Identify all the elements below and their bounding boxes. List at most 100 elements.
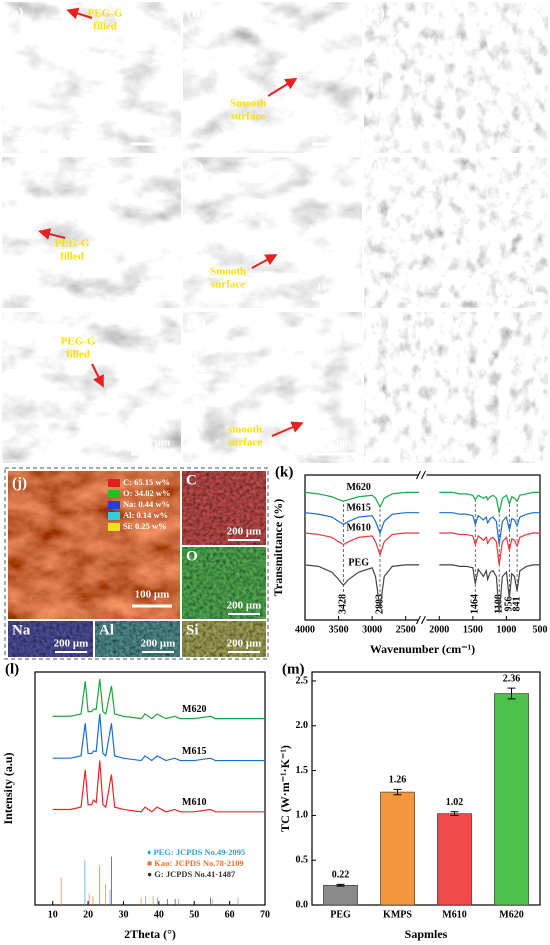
plot-frame xyxy=(34,671,266,906)
series-line xyxy=(304,532,540,565)
panel-label: (k) xyxy=(275,464,293,480)
value-label: 1.02 xyxy=(446,797,464,808)
legend-text: C: 65.15 w% xyxy=(123,477,170,487)
series-label: M615 xyxy=(346,502,370,513)
legend-text: ■ Kao: JCPDS No.78-2109 xyxy=(147,858,244,868)
peak-label: 1464 xyxy=(470,594,481,614)
scale-label: 200 μm xyxy=(227,526,262,538)
series-line xyxy=(52,713,265,762)
x-tick-label: 1500 xyxy=(463,624,483,635)
x-tick-label: 30 xyxy=(118,909,128,920)
x-tick-label: 40 xyxy=(154,909,164,920)
legend-text: Al: 0.14 w% xyxy=(123,510,168,520)
value-label: 1.26 xyxy=(389,775,407,786)
panel-label: (j) xyxy=(12,475,27,491)
panel-label: (e) xyxy=(187,160,204,176)
element-map xyxy=(182,471,266,545)
element-label: O xyxy=(186,548,198,564)
x-tick-label: 4000 xyxy=(295,624,315,635)
scale-label: 200 μm xyxy=(227,638,262,650)
annotation: surface xyxy=(211,279,245,291)
x-tick-label: 20 xyxy=(83,909,93,920)
series-line xyxy=(304,564,540,613)
axis-break xyxy=(416,470,421,625)
x-tick-label: KMPS xyxy=(383,909,412,920)
y-tick-label: 1.5 xyxy=(296,765,309,776)
x-tick-label: M610 xyxy=(442,909,466,920)
panel-label: (c) xyxy=(368,5,385,21)
element-label: Si xyxy=(186,622,199,638)
x-tick-label: 500 xyxy=(533,624,548,635)
scale-label: 200 μm xyxy=(141,638,176,650)
axis-break xyxy=(421,470,426,625)
legend-text: Si: 0.25 w% xyxy=(123,521,167,531)
panel-label: (h) xyxy=(187,315,205,331)
x-tick-label: 50 xyxy=(189,909,199,920)
x-axis-title: 2Theta (°) xyxy=(124,927,176,941)
legend-swatch xyxy=(108,490,120,498)
x-tick-label: 10 xyxy=(48,909,58,920)
series-line xyxy=(52,678,265,720)
scale-label: 100 μm xyxy=(317,282,352,294)
peak-label: 3428 xyxy=(338,594,349,614)
arrow xyxy=(267,77,298,97)
arrow xyxy=(251,254,278,269)
panel-label: (d) xyxy=(6,160,24,176)
annotation: filled xyxy=(66,349,90,361)
arrow xyxy=(38,228,66,240)
eds-frame xyxy=(4,467,269,660)
series-line xyxy=(52,760,265,813)
panel-label: (l) xyxy=(5,661,19,677)
bar xyxy=(380,791,415,906)
x-tick-label: 3500 xyxy=(329,624,349,635)
legend-swatch xyxy=(108,523,120,531)
y-tick-label: 0.5 xyxy=(296,854,309,865)
annotation: Smooth xyxy=(210,266,246,278)
x-tick-label: 2500 xyxy=(396,624,416,635)
sem-image xyxy=(2,157,181,308)
scale-label: 100 μm xyxy=(317,437,352,449)
panel-label: (g) xyxy=(6,315,24,331)
legend-text: ● G: JCPDS No.41-1487 xyxy=(147,869,236,879)
element-label: C xyxy=(186,472,197,488)
annotation: filled xyxy=(93,21,117,33)
x-tick-label: 3000 xyxy=(362,624,382,635)
x-tick-label: 60 xyxy=(225,909,235,920)
peak-label: 841 xyxy=(511,597,522,612)
sem-image xyxy=(183,312,362,463)
x-tick-label: M620 xyxy=(499,909,523,920)
legend-swatch xyxy=(108,501,120,509)
x-tick-label: PEG xyxy=(330,909,351,920)
peak-label: 956 xyxy=(504,597,515,612)
y-axis-title: Intensity (a.u) xyxy=(1,752,15,824)
series-line xyxy=(304,491,540,513)
error-bar xyxy=(393,788,402,796)
annotation: Smooth xyxy=(230,98,266,110)
sem-image xyxy=(2,312,181,463)
sem-image xyxy=(183,157,362,308)
panel-label: (m) xyxy=(282,661,305,677)
scale-label: 20 μm xyxy=(505,282,534,294)
element-label: Al xyxy=(99,622,114,638)
series-label: M620 xyxy=(182,704,206,715)
error-bar xyxy=(507,687,516,700)
legend-swatch xyxy=(108,479,120,487)
panel-label: (a) xyxy=(6,5,24,21)
scale-label: 200 μm xyxy=(54,638,89,650)
annotation: surface xyxy=(228,437,262,449)
x-tick-label: 2000 xyxy=(429,624,449,635)
y-axis-title: Transmittance (%) xyxy=(271,499,285,596)
value-label: 0.22 xyxy=(332,870,350,881)
y-tick-label: 2.0 xyxy=(296,720,309,731)
scale-label: 200 μm xyxy=(227,600,262,612)
legend-text: O: 34.02 w% xyxy=(123,488,170,498)
annotation: smooth xyxy=(228,424,262,436)
legend-text: Na: 0.44 w% xyxy=(123,499,170,509)
series-label: M620 xyxy=(346,482,370,493)
annotation: PEG-G xyxy=(61,336,96,348)
error-bar xyxy=(336,883,345,887)
element-label: Na xyxy=(12,622,31,638)
sem-image xyxy=(364,2,548,153)
annotation: surface xyxy=(231,111,265,123)
legend-swatch xyxy=(108,512,120,520)
